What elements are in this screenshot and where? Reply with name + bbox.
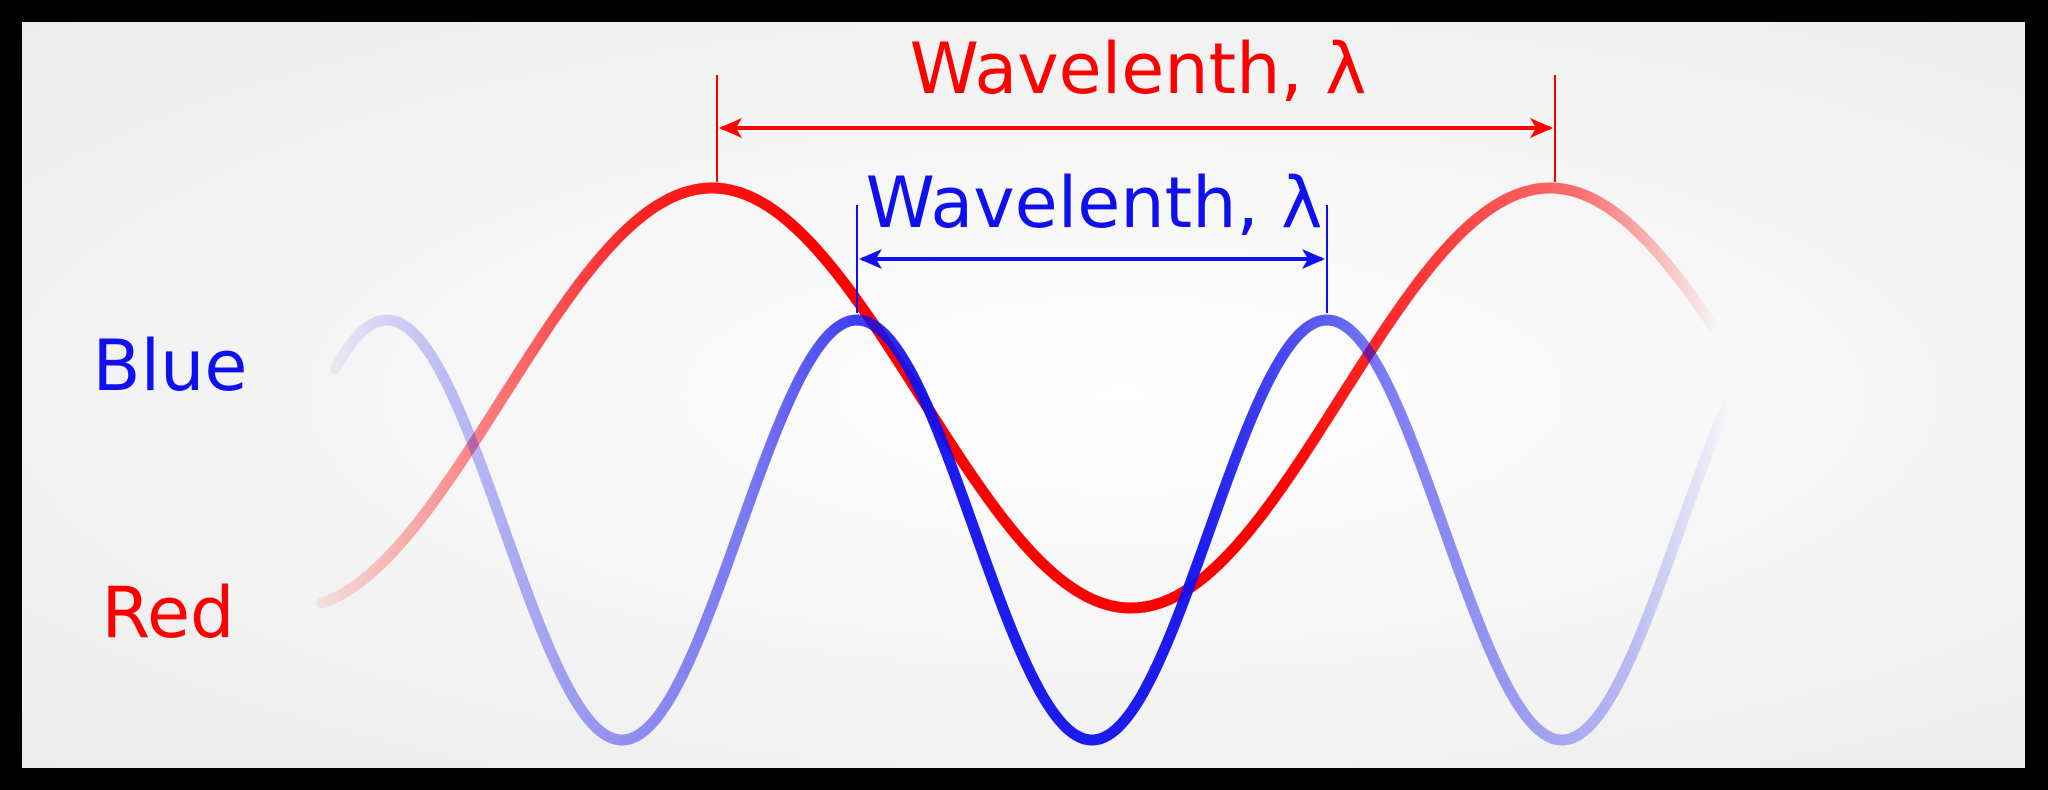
red-label: Red bbox=[102, 572, 235, 654]
blue-left-arrowhead bbox=[859, 249, 882, 269]
red-left-arrowhead bbox=[719, 118, 742, 138]
diagram-panel bbox=[22, 22, 2025, 768]
red-wavelength-marker bbox=[716, 75, 1556, 182]
red-right-arrowhead bbox=[1530, 118, 1553, 138]
blue-wave bbox=[329, 314, 1733, 746]
red-wave bbox=[316, 182, 1718, 614]
blue-wavelength-label: Wavelenth, λ bbox=[866, 162, 1323, 244]
blue-label: Blue bbox=[93, 325, 248, 407]
blue-right-arrowhead bbox=[1302, 249, 1325, 269]
red-wavelength-label: Wavelenth, λ bbox=[910, 28, 1367, 110]
blue-wavelength-marker bbox=[856, 205, 1328, 313]
